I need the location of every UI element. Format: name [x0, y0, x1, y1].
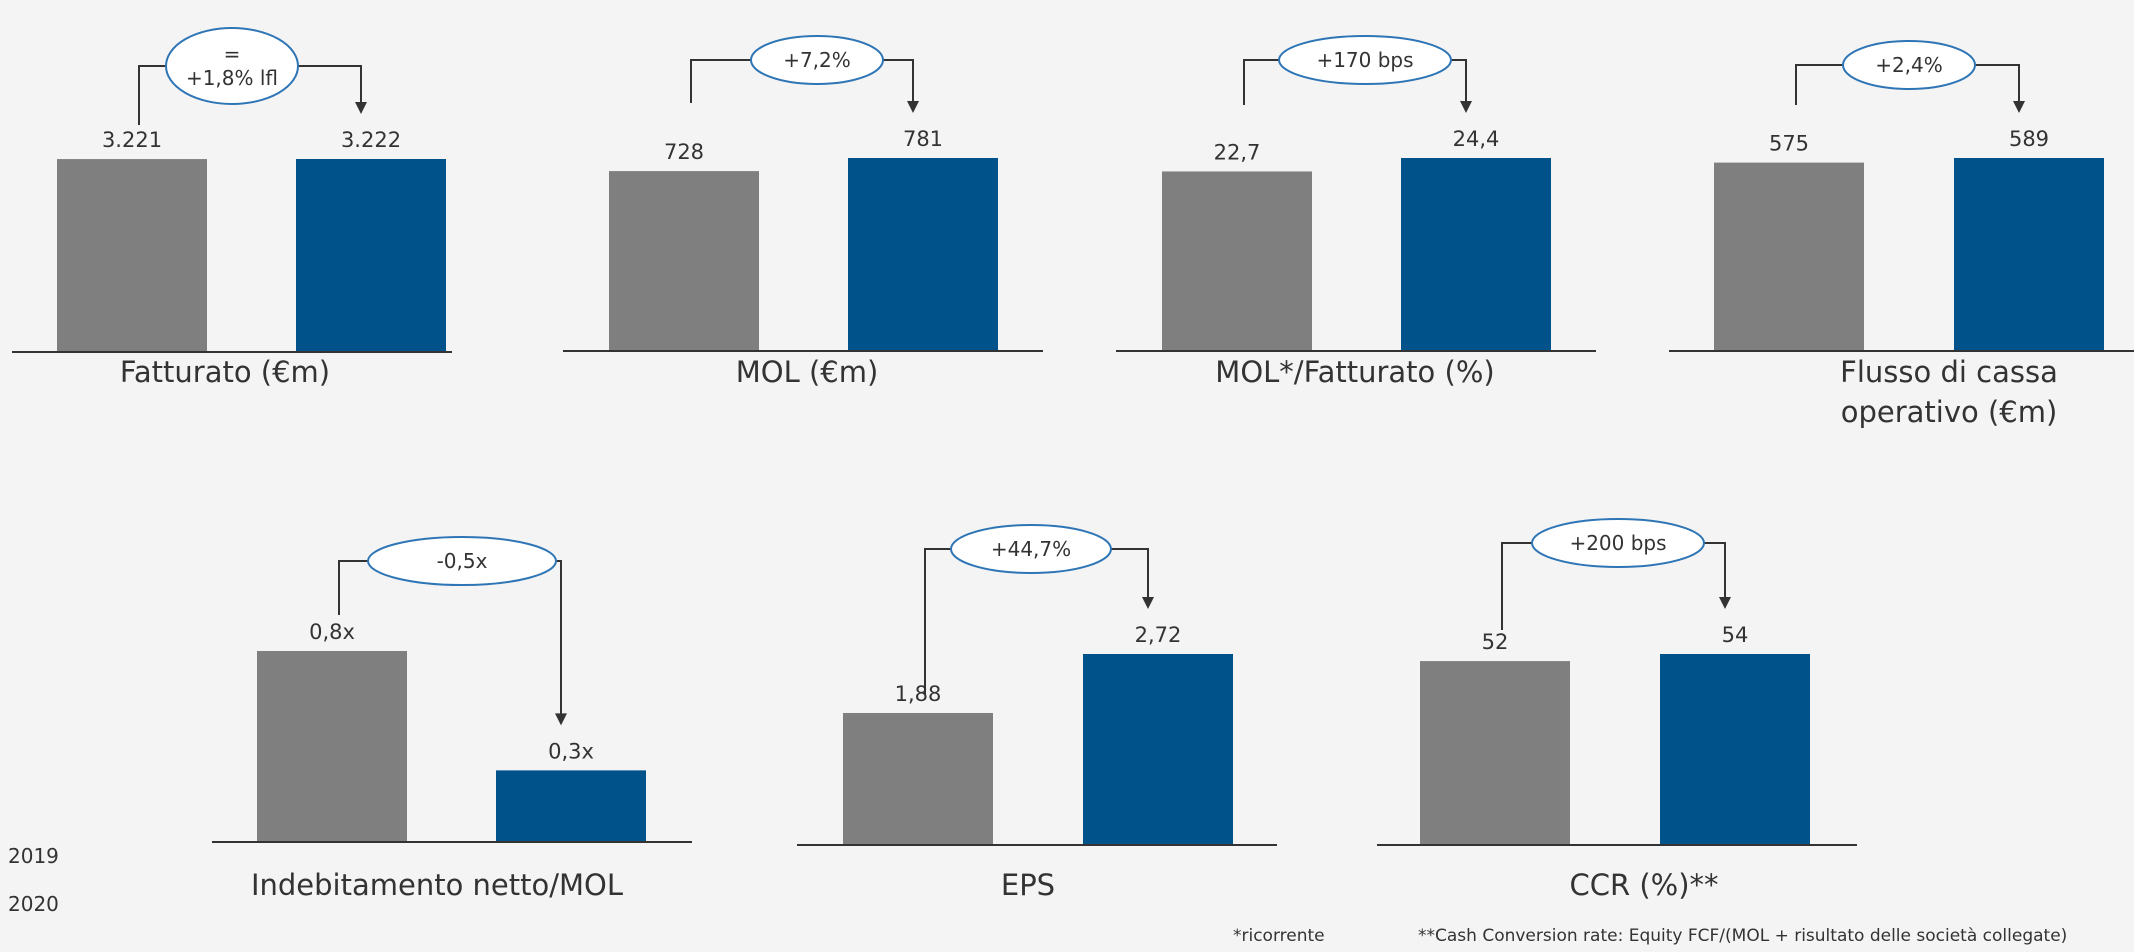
change-ellipse — [950, 524, 1112, 574]
change-ellipse — [1278, 35, 1452, 85]
chart-title: Fatturato (€m) — [120, 355, 330, 389]
data-label-2020: 3.222 — [341, 128, 401, 152]
bar-2020 — [1954, 158, 2104, 351]
down-arrow-icon — [1460, 101, 1472, 113]
data-label-2020: 589 — [2009, 127, 2049, 151]
change-label: -0,5x — [437, 549, 488, 573]
change-ellipse — [1842, 40, 1976, 90]
chart-title: MOL*/Fatturato (%) — [1215, 355, 1494, 389]
change-label: +1,8% lfl — [186, 66, 278, 90]
change-connector-right — [1975, 64, 2020, 103]
change-label: = — [224, 42, 241, 66]
data-label-2019: 22,7 — [1214, 140, 1261, 164]
change-connector-left — [1795, 64, 1843, 105]
legend-item-2020: 2020 — [8, 892, 59, 916]
data-label-2020: 781 — [903, 127, 943, 151]
bar-2019 — [843, 712, 993, 845]
legend-item-2019: 2019 — [8, 844, 59, 868]
data-label-2020: 2,72 — [1135, 623, 1182, 647]
down-arrow-icon — [555, 713, 567, 726]
change-ellipse — [165, 27, 299, 105]
change-connector-left — [1501, 542, 1532, 630]
bar-2020 — [496, 770, 646, 842]
bar-2019 — [57, 159, 207, 352]
data-label-2019: 52 — [1482, 630, 1509, 654]
bar-2020 — [296, 159, 446, 352]
bar-2019 — [1420, 661, 1570, 845]
change-connector-right — [1704, 542, 1726, 599]
down-arrow-icon — [1142, 597, 1154, 609]
chart-title: operativo (€m) — [1841, 395, 2058, 429]
chart-title: Flusso di cassa — [1840, 355, 2058, 389]
legend-label-2020: 2020 — [8, 892, 59, 916]
chart-title: Indebitamento netto/MOL — [251, 868, 623, 902]
change-connector-left — [690, 59, 751, 103]
change-connector-right — [556, 560, 562, 716]
bar-2019 — [257, 651, 407, 842]
change-connector-right — [883, 59, 914, 103]
bar-2020 — [1660, 654, 1810, 845]
change-connector-left — [338, 560, 368, 615]
data-label-2019: 575 — [1769, 132, 1809, 156]
down-arrow-icon — [355, 102, 367, 114]
change-ellipse — [1531, 518, 1705, 568]
data-label-2019: 0,8x — [309, 620, 355, 644]
down-arrow-icon — [2013, 101, 2025, 113]
footnote-recurring: *ricorrente — [1233, 926, 1325, 946]
legend-label-2019: 2019 — [8, 844, 59, 868]
change-label: +2,4% — [1875, 53, 1943, 77]
change-connector-right — [1451, 59, 1467, 103]
down-arrow-icon — [1719, 597, 1731, 609]
chart-title: MOL (€m) — [736, 355, 879, 389]
chart-title: CCR (%)** — [1569, 868, 1718, 902]
change-connector-left — [1243, 59, 1279, 105]
data-label-2019: 728 — [664, 140, 704, 164]
data-label-2019: 1,88 — [895, 682, 942, 706]
change-connector-right — [1111, 548, 1149, 599]
data-label-2020: 54 — [1722, 623, 1749, 647]
change-label: +200 bps — [1569, 531, 1666, 555]
bar-2019 — [1714, 162, 1864, 351]
down-arrow-icon — [907, 101, 919, 113]
bar-2020 — [1401, 158, 1551, 351]
change-connector-left — [138, 65, 166, 125]
change-label: +7,2% — [783, 48, 851, 72]
change-connector-right — [298, 65, 362, 104]
data-label-2020: 24,4 — [1453, 127, 1500, 151]
footnote-ccr: **Cash Conversion rate: Equity FCF/(MOL … — [1418, 926, 2068, 946]
change-ellipse — [750, 35, 884, 85]
change-label: +44,7% — [991, 537, 1071, 561]
bar-2019 — [1162, 171, 1312, 351]
change-ellipse — [367, 536, 557, 586]
change-label: +170 bps — [1316, 48, 1413, 72]
data-label-2019: 3.221 — [102, 128, 162, 152]
bar-2020 — [848, 158, 998, 351]
chart-title: EPS — [1001, 868, 1055, 902]
bar-2019 — [609, 171, 759, 351]
change-connector-left — [924, 548, 951, 695]
bar-2020 — [1083, 654, 1233, 845]
data-label-2020: 0,3x — [548, 739, 594, 763]
